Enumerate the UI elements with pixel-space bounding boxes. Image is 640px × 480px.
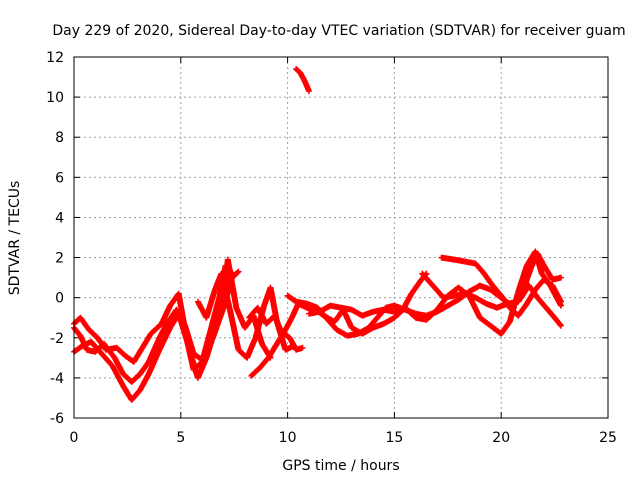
data-marker-run — [145, 336, 162, 365]
data-marker-run — [265, 341, 280, 361]
data-marker-run — [86, 326, 100, 340]
data-marker-run — [293, 66, 303, 76]
data-marker-run — [423, 307, 440, 323]
data-marker-run — [402, 304, 418, 320]
data-marker-run — [408, 279, 423, 297]
data-marker-run — [156, 325, 173, 353]
data-marker-run — [271, 312, 284, 334]
data-marker-run — [256, 355, 271, 371]
data-marker-run — [515, 263, 530, 295]
data-marker-run — [254, 304, 269, 326]
data-marker-run — [224, 256, 240, 310]
y-tick-label: 8 — [55, 130, 64, 146]
data-marker-run — [203, 287, 218, 321]
data-marker-run — [489, 282, 504, 298]
y-tick-label: -6 — [50, 411, 64, 427]
series-track-11 — [293, 66, 312, 95]
data-marker-run — [111, 354, 126, 376]
x-tick-label: 25 — [599, 430, 617, 446]
data-marker-run — [113, 344, 128, 358]
data-marker-run — [551, 314, 564, 329]
data-marker-run — [139, 331, 154, 351]
data-marker-run — [438, 254, 456, 263]
data-marker-run — [549, 282, 564, 305]
chart-title: Day 229 of 2020, Sidereal Day-to-day VTE… — [52, 23, 625, 39]
y-tick-label: 6 — [55, 170, 64, 186]
data-marker-run — [301, 78, 312, 95]
data-marker-run — [207, 295, 222, 333]
data-marker-run — [288, 301, 301, 321]
data-marker-run — [77, 314, 92, 332]
data-marker-run — [128, 371, 143, 385]
data-marker-run — [156, 319, 171, 341]
x-axis-label: GPS time / hours — [282, 458, 399, 474]
y-tick-label: 10 — [46, 90, 64, 106]
data-marker-run — [429, 282, 446, 300]
data-marker-run — [526, 282, 540, 300]
data-marker-run — [472, 260, 487, 276]
y-tick-label: 4 — [55, 210, 64, 226]
data-marker-run — [137, 359, 151, 377]
y-tick-label: -2 — [50, 331, 64, 347]
grid-lines — [74, 57, 608, 418]
x-tick-label: 15 — [385, 430, 403, 446]
data-marker-run — [226, 306, 242, 352]
data-marker-run — [286, 334, 299, 352]
data-marker-run — [419, 270, 435, 288]
y-tick-label: -4 — [50, 371, 64, 387]
data-marker-run — [137, 372, 152, 393]
data-marker-run — [323, 314, 339, 332]
data-marker-run — [273, 327, 288, 347]
data-marker-run — [540, 262, 555, 282]
data-marker-run — [515, 301, 530, 319]
data-marker-run — [212, 299, 227, 333]
data-marker-run — [145, 348, 162, 377]
data-marker-run — [534, 294, 549, 310]
x-tick-label: 5 — [176, 430, 185, 446]
data-marker-run — [88, 338, 104, 356]
y-tick-label: 2 — [55, 251, 64, 267]
data-marker-run — [203, 328, 218, 361]
y-tick-label: 0 — [55, 291, 64, 307]
data-points — [71, 66, 564, 403]
data-marker-run — [282, 315, 295, 333]
data-marker-run — [498, 319, 512, 337]
data-marker-run — [476, 314, 493, 328]
data-marker-run — [158, 303, 173, 327]
data-marker-run — [293, 344, 306, 353]
data-marker-run — [130, 345, 145, 365]
y-axis-label: SDTVAR / TECUs — [7, 181, 23, 296]
x-tick-label: 20 — [492, 430, 510, 446]
data-marker-run — [481, 270, 495, 288]
data-marker-run — [128, 387, 143, 403]
data-marker-run — [218, 270, 233, 312]
data-marker-run — [94, 334, 109, 352]
data-marker-run — [532, 277, 547, 293]
data-marker-run — [549, 274, 564, 283]
x-tick-label: 10 — [279, 430, 297, 446]
data-marker-run — [244, 336, 259, 361]
data-marker-run — [543, 304, 557, 320]
data-marker-run — [98, 350, 115, 368]
data-marker-run — [248, 365, 262, 379]
x-tick-label: 0 — [70, 430, 79, 446]
data-marker-run — [284, 292, 299, 304]
plot-frame — [73, 56, 609, 419]
data-marker-run — [175, 290, 186, 320]
data-marker-run — [365, 315, 380, 331]
series-track-10 — [419, 270, 564, 329]
data-marker-run — [147, 321, 164, 337]
y-tick-label: 12 — [46, 50, 64, 66]
data-marker-run — [109, 362, 126, 388]
data-marker-run — [179, 314, 193, 352]
data-marker-run — [194, 356, 209, 381]
axis-ticks: 0 5 10 15 20 25 -6 -4 -2 0 2 4 6 8 10 12 — [46, 50, 617, 446]
